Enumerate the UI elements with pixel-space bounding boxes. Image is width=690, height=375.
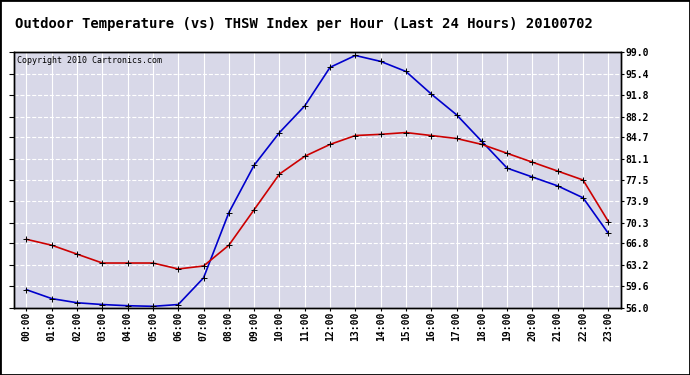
Text: Outdoor Temperature (vs) THSW Index per Hour (Last 24 Hours) 20100702: Outdoor Temperature (vs) THSW Index per … — [14, 17, 593, 31]
Text: Copyright 2010 Cartronics.com: Copyright 2010 Cartronics.com — [17, 56, 162, 65]
